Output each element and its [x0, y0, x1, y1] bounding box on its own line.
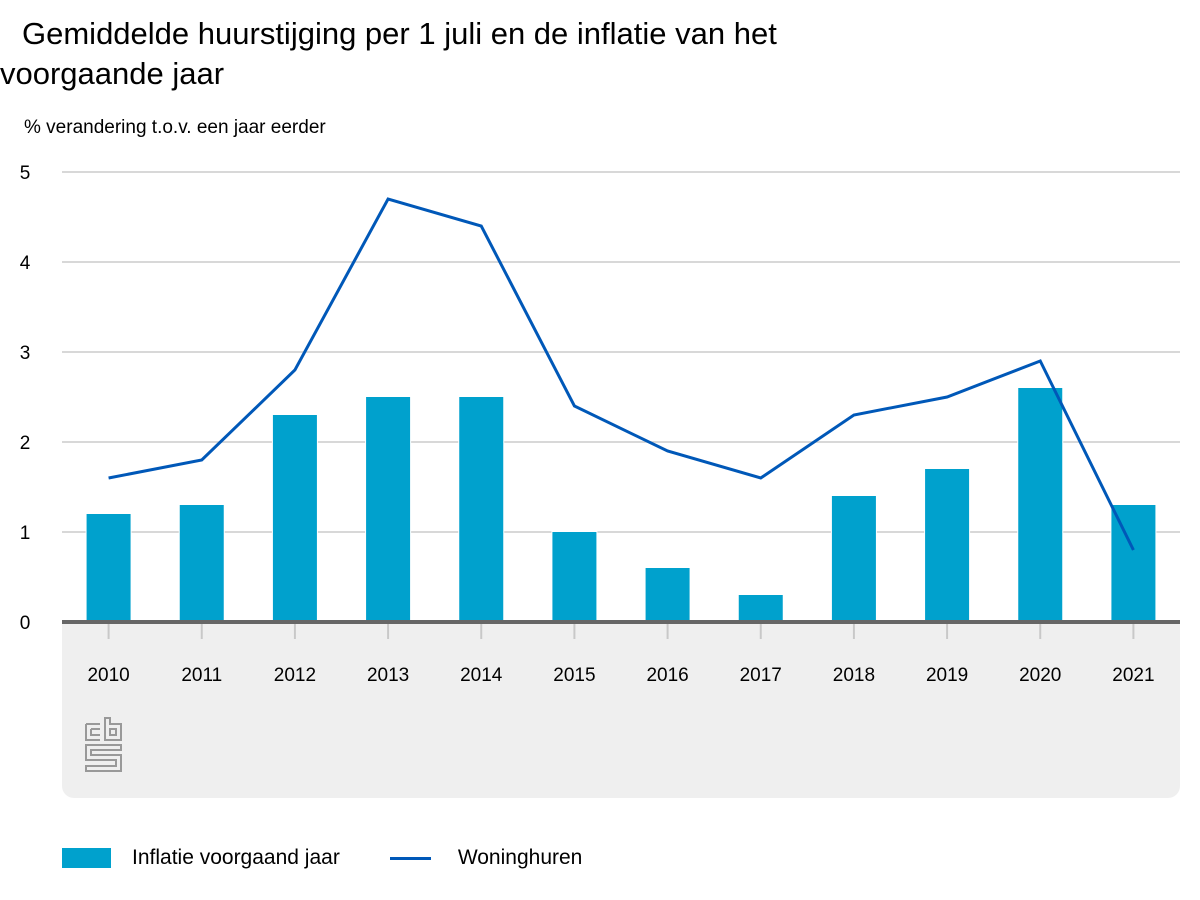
legend-swatch-inflatie	[62, 848, 111, 868]
cbs-logo-s	[85, 744, 122, 772]
legend-label-inflatie: Inflatie voorgaand jaar	[132, 846, 340, 869]
y-tick-label: 3	[20, 343, 31, 364]
chart-title: Gemiddelde huurstijging per 1 juli en de…	[0, 14, 900, 94]
bar-2019	[925, 469, 970, 622]
y-tick-label: 2	[20, 433, 31, 454]
cbs-logo-b	[104, 717, 122, 741]
chart-title-line-2: voorgaande jaar	[0, 56, 225, 91]
cbs-logo	[85, 717, 122, 772]
bar-2011	[179, 505, 224, 622]
bar-2018	[831, 496, 876, 622]
bar-2013	[366, 397, 411, 622]
x-tick-label: 2010	[87, 665, 129, 686]
cbs-logo-c	[85, 723, 100, 741]
legend-swatch-woninghuren	[389, 856, 431, 860]
x-tick-label: 2020	[1019, 665, 1061, 686]
x-axis-panel	[62, 622, 1180, 798]
legend: Inflatie voorgaand jaar Woninghuren	[62, 843, 582, 873]
x-tick-label: 2021	[1112, 665, 1154, 686]
y-tick-label: 0	[20, 613, 31, 634]
chart-title-line-1: Gemiddelde huurstijging per 1 juli en de…	[22, 16, 777, 51]
x-tick-label: 2019	[926, 665, 968, 686]
bar-2021	[1111, 505, 1156, 622]
bar-2020	[1018, 388, 1063, 622]
y-axis-label: % verandering t.o.v. een jaar eerder	[24, 117, 326, 138]
bar-2012	[272, 415, 317, 622]
legend-label-woninghuren: Woninghuren	[457, 846, 583, 869]
bar-2014	[459, 397, 504, 622]
x-tick-label: 2017	[740, 665, 782, 686]
bar-2016	[645, 568, 690, 622]
x-tick-label: 2014	[460, 665, 503, 686]
x-tick-label: 2012	[274, 665, 316, 686]
y-tick-label: 4	[20, 253, 31, 274]
x-tick-label: 2011	[181, 665, 222, 686]
x-tick-label: 2016	[646, 665, 688, 686]
y-tick-label: 5	[20, 163, 31, 184]
bar-2015	[552, 532, 597, 622]
line-woninghuren	[108, 197, 1135, 551]
y-tick-label: 1	[20, 523, 31, 544]
x-axis-panel-top-fill	[62, 622, 1180, 642]
x-tick-label: 2018	[833, 665, 875, 686]
x-tick-label: 2013	[367, 665, 409, 686]
x-tick-label: 2015	[553, 665, 595, 686]
bar-2010	[86, 514, 131, 622]
bar-2017	[738, 595, 783, 622]
